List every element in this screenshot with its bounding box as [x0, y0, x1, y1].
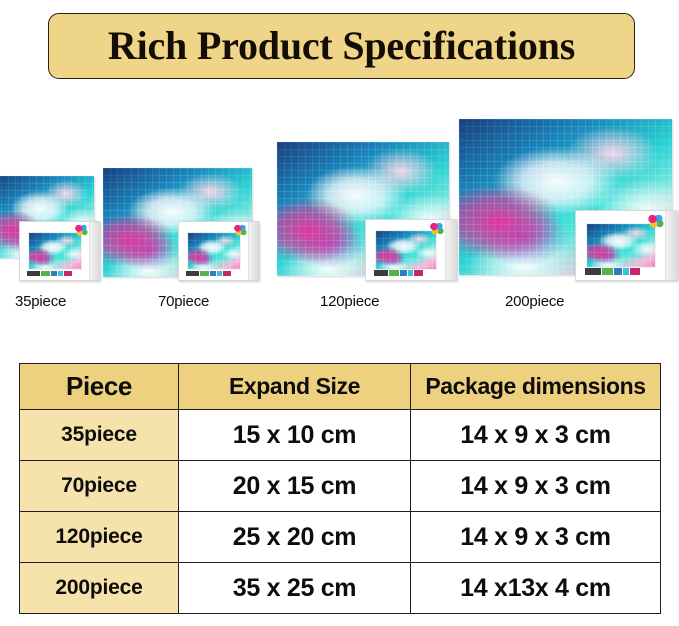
puzzle-pieces-icon [75, 225, 88, 236]
cell-piece: 200piece [19, 562, 179, 614]
color-chip-blue [51, 271, 57, 276]
color-chip-cyan [623, 268, 629, 275]
puzzle-poster-120piece [277, 142, 449, 276]
puzzle-pieces-icon [648, 215, 664, 228]
cell-package-dimensions: 14 x 9 x 3 cm [410, 511, 661, 563]
cell-package-dimensions: 14 x13x 4 cm [410, 562, 661, 614]
color-chip-green [41, 271, 50, 276]
color-chip-cyan [58, 271, 63, 276]
puzzle-item-120piece: 120piece [277, 142, 465, 310]
cell-piece: 35piece [19, 409, 179, 461]
puzzle-artwork [0, 176, 94, 258]
color-chip-blue [210, 271, 216, 276]
color-chip-cyan [408, 270, 413, 276]
cell-package-dimensions: 14 x 9 x 3 cm [410, 460, 661, 512]
color-chip-green [602, 268, 613, 275]
box-side-face [665, 211, 677, 280]
page-title: Rich Product Specifications [107, 23, 576, 68]
puzzle-item-70piece: 70piece [103, 168, 263, 310]
page-title-banner: Rich Product Specifications [48, 13, 635, 79]
column-header-package-dimensions: Package dimensions [410, 363, 661, 410]
color-chip-cyan [217, 271, 222, 276]
table-row: 200piece 35 x 25 cm 14 x13x 4 cm [19, 562, 661, 614]
puzzle-artwork [277, 142, 449, 276]
box-cover-artwork [375, 230, 437, 270]
color-chip-magenta [223, 271, 231, 276]
table-row: 120piece 25 x 20 cm 14 x 9 x 3 cm [19, 511, 661, 563]
table-row: 70piece 20 x 15 cm 14 x 9 x 3 cm [19, 460, 661, 512]
product-box-200piece [575, 210, 678, 281]
column-header-piece: Piece [19, 363, 179, 410]
box-label-strip [27, 271, 72, 276]
barcode-chip [186, 271, 199, 276]
box-label-strip [585, 268, 640, 275]
puzzle-item-200piece: 200piece [459, 119, 679, 310]
color-chip-blue [400, 270, 407, 276]
product-box-70piece [178, 221, 259, 281]
cell-expand-size: 20 x 15 cm [178, 460, 411, 512]
product-box-35piece [19, 221, 100, 281]
box-side-face [89, 222, 99, 280]
table-header-row: Piece Expand Size Package dimensions [19, 363, 661, 410]
box-side-face [248, 222, 258, 280]
box-side-face [445, 220, 456, 280]
cell-expand-size: 35 x 25 cm [178, 562, 411, 614]
barcode-chip [27, 271, 40, 276]
product-box-120piece [365, 219, 457, 281]
puzzle-label-70piece: 70piece [158, 293, 210, 310]
puzzle-item-35piece: 35piece [0, 176, 106, 310]
table-row: 35piece 15 x 10 cm 14 x 9 x 3 cm [19, 409, 661, 461]
box-label-strip [374, 270, 423, 276]
box-cover-artwork [187, 232, 241, 270]
column-header-expand-size: Expand Size [178, 363, 411, 410]
puzzle-size-showcase: 35piece 70piece [0, 118, 679, 318]
color-chip-blue [614, 268, 622, 275]
specifications-table: Piece Expand Size Package dimensions 35p… [19, 363, 661, 614]
barcode-chip [585, 268, 601, 275]
puzzle-label-200piece: 200piece [505, 293, 565, 310]
color-chip-magenta [64, 271, 72, 276]
puzzle-pieces-icon [430, 223, 444, 235]
box-cover-artwork [28, 232, 82, 270]
puzzle-pieces-icon [234, 225, 247, 236]
barcode-chip [374, 270, 388, 276]
color-chip-green [389, 270, 399, 276]
puzzle-poster-35piece [0, 176, 94, 258]
cell-piece: 120piece [19, 511, 179, 563]
box-cover-artwork [586, 223, 656, 268]
cell-package-dimensions: 14 x 9 x 3 cm [410, 409, 661, 461]
cell-expand-size: 15 x 10 cm [178, 409, 411, 461]
puzzle-label-120piece: 120piece [320, 293, 380, 310]
puzzle-label-35piece: 35piece [15, 293, 67, 310]
color-chip-green [200, 271, 209, 276]
cell-piece: 70piece [19, 460, 179, 512]
box-label-strip [186, 271, 231, 276]
color-chip-magenta [414, 270, 423, 276]
cell-expand-size: 25 x 20 cm [178, 511, 411, 563]
color-chip-magenta [630, 268, 640, 275]
